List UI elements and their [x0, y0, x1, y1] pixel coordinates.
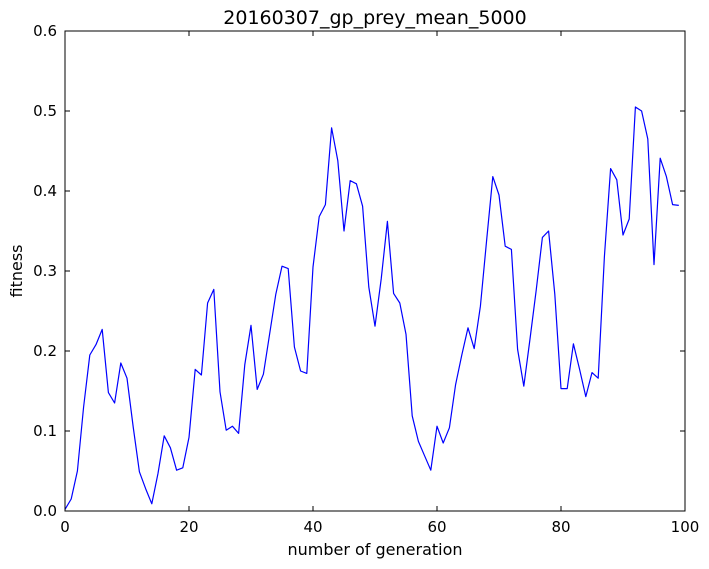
y-tick-label: 0.4 [33, 182, 57, 200]
x-tick-label: 100 [671, 518, 700, 536]
x-tick-label: 80 [551, 518, 570, 536]
y-tick-label: 0.5 [33, 102, 57, 120]
y-tick-label: 0.0 [33, 502, 57, 520]
axis-ticks: 0 20 40 60 80 100 0.0 0.1 0.2 0.3 0.4 0.5 0.6 [33, 22, 699, 536]
plot-area [64, 106, 679, 510]
plot-frame [64, 30, 686, 512]
x-axis-label: number of generation [287, 540, 462, 559]
y-tick-label: 0.6 [33, 22, 57, 40]
y-tick-label: 0.1 [33, 422, 57, 440]
chart-title: 20160307_gp_prey_mean_5000 [223, 7, 526, 29]
y-tick-label: 0.2 [33, 342, 57, 360]
x-tick-label: 0 [60, 518, 70, 536]
x-tick-label: 60 [427, 518, 446, 536]
fitness-series-line [64, 106, 679, 510]
y-axis-label: fitness [7, 244, 26, 297]
x-tick-label: 40 [303, 518, 322, 536]
y-tick-label: 0.3 [33, 262, 57, 280]
x-tick-label: 20 [179, 518, 198, 536]
